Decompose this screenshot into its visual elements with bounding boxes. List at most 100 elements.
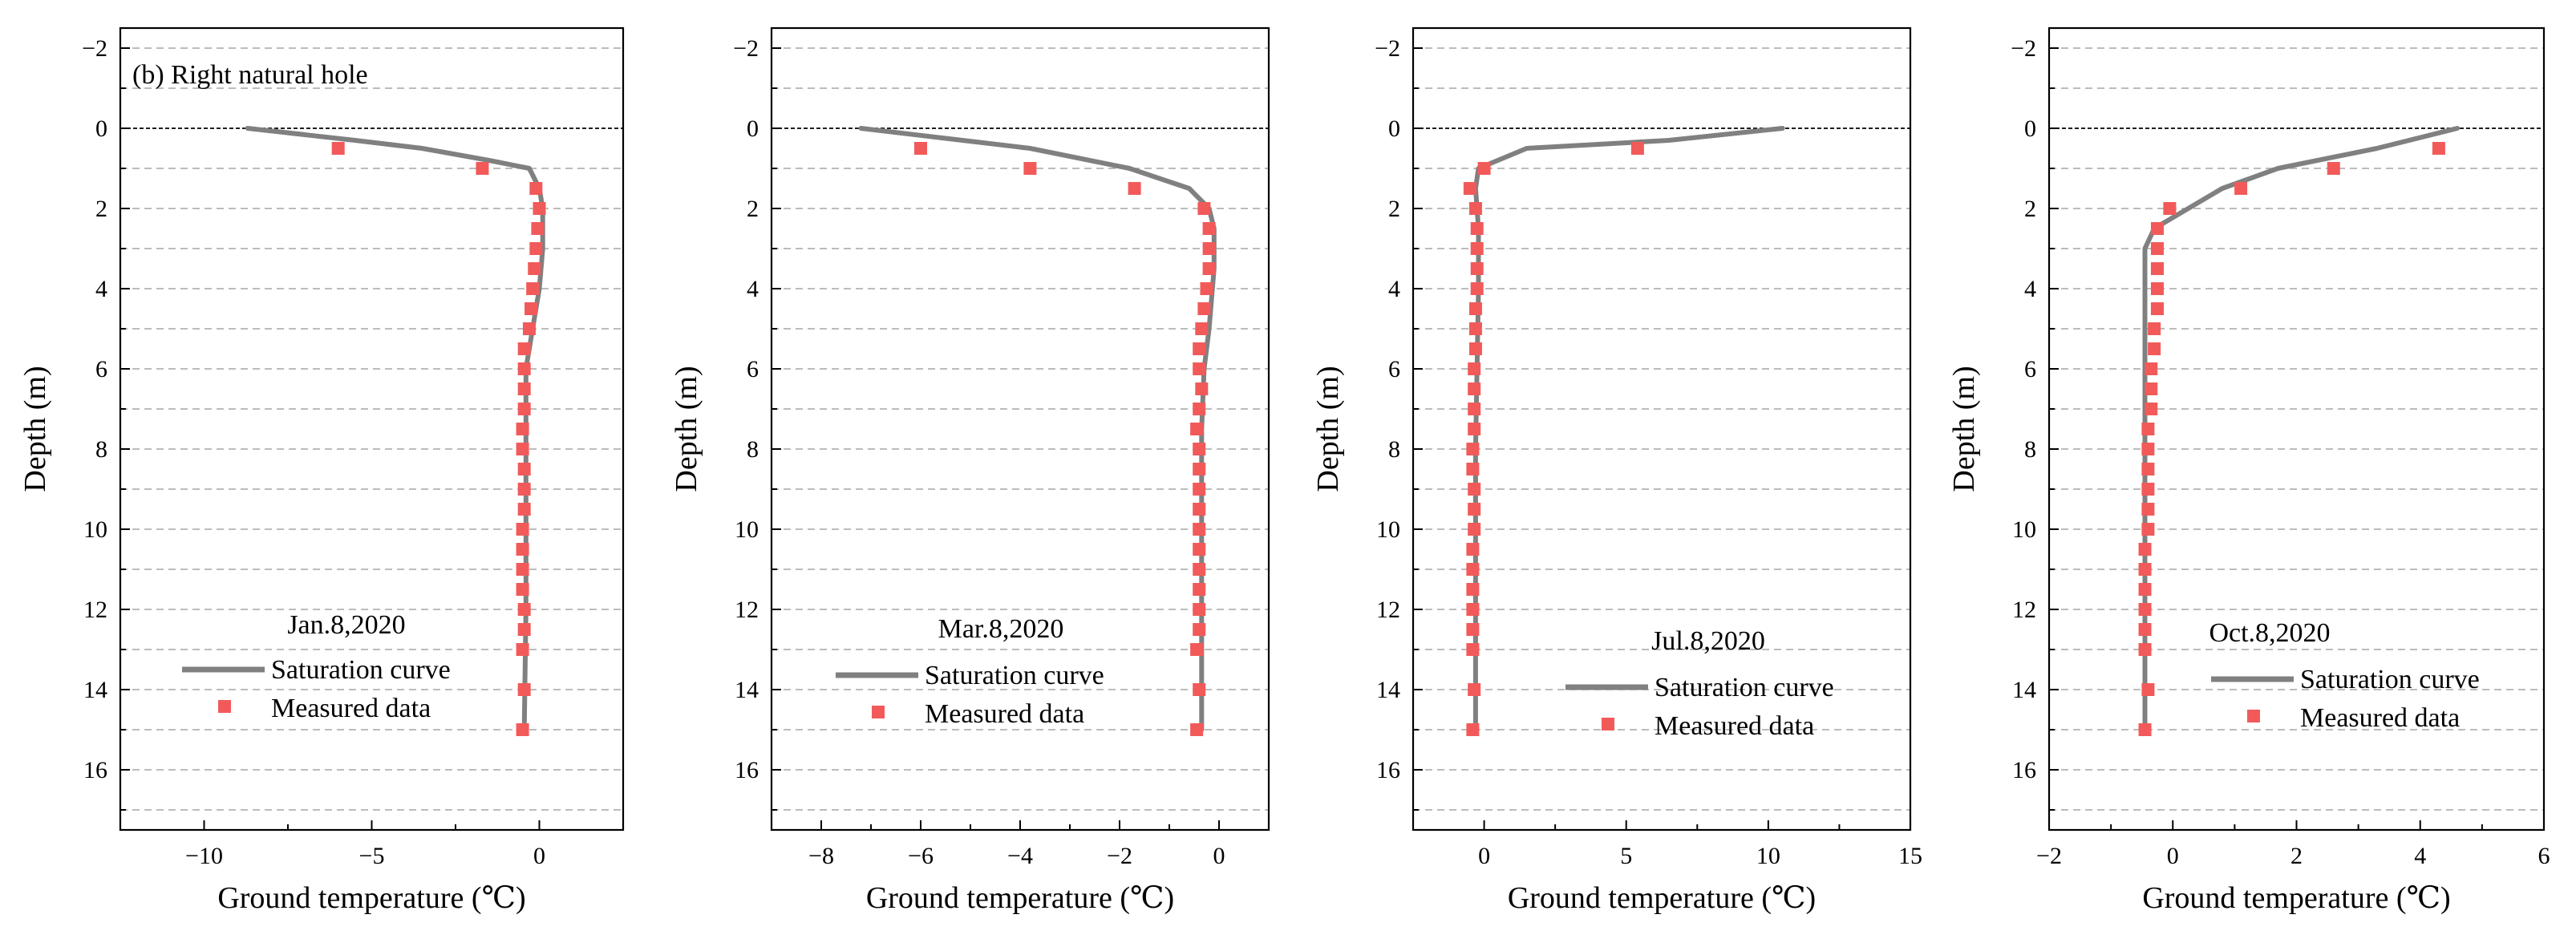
x-axis-label: Ground temperature (℃) — [866, 881, 1174, 915]
saturation-curve — [245, 126, 545, 732]
y-tick-label: 12 — [2012, 597, 2036, 623]
measured-data-point — [1128, 182, 1141, 195]
legend-curve-label: Saturation curve — [1655, 673, 1834, 702]
y-tick-label: 8 — [747, 436, 759, 463]
legend-curve-label: Saturation curve — [925, 661, 1104, 690]
measured-data-point — [1470, 242, 1484, 255]
measured-data-point — [517, 403, 531, 415]
legend-marker-label: Measured data — [2300, 703, 2460, 733]
x-tick-label: −2 — [1107, 843, 1132, 869]
measured-data-point — [1197, 302, 1211, 315]
measured-data-point — [331, 142, 345, 155]
plot-frame — [2047, 26, 2546, 832]
measured-data-point — [1466, 543, 1480, 556]
y-tick-label: 2 — [2024, 196, 2036, 222]
y-axis-label: Depth (m) — [1311, 366, 1345, 492]
measured-data-point — [517, 623, 531, 636]
legend-curve-label: Saturation curve — [271, 655, 451, 685]
measured-data-point — [1190, 643, 1204, 656]
measured-data-point — [517, 342, 531, 355]
measured-data-point — [1193, 483, 1206, 496]
chart-panel-2: −2 0 2 4 6 8 10 12 14 16 −8 −6 −4 −2 0 Ground temperatu… — [670, 26, 1270, 915]
measured-data-point — [1202, 242, 1216, 255]
chart-panel-3: −2 0 2 4 6 8 10 12 14 16 0 5 10 15 Ground temperature … — [1311, 26, 1922, 915]
y-tick-label: 8 — [95, 436, 107, 463]
measured-data-point — [1466, 563, 1480, 576]
measured-data-point — [529, 242, 543, 255]
legend-date: Jul.8,2020 — [1651, 626, 1765, 656]
y-tick-label: −2 — [733, 35, 759, 62]
measured-data-point — [1193, 342, 1206, 355]
measured-data-point — [2432, 142, 2445, 155]
measured-data-point — [1200, 282, 1213, 295]
x-axis-label: Ground temperature (℃) — [2142, 881, 2450, 915]
x-tick-label: −6 — [908, 843, 934, 869]
measured-data-point — [1468, 423, 1481, 435]
legend-marker-label: Measured data — [1655, 711, 1814, 741]
measured-data-point — [516, 643, 529, 656]
measured-data-point — [517, 503, 531, 516]
y-tick-label: 4 — [747, 276, 759, 302]
measured-data-point — [1466, 643, 1480, 656]
y-tick-label: 16 — [1376, 757, 1400, 783]
y-tick-label: 10 — [1376, 516, 1400, 543]
x-tick-label: 0 — [533, 843, 545, 869]
measured-data-point — [1193, 683, 1206, 696]
measured-data-point — [2150, 242, 2164, 255]
measured-data-point — [1468, 483, 1481, 496]
measured-data-point — [1466, 623, 1480, 636]
measured-data-point — [2141, 463, 2155, 476]
measured-data-point — [1193, 443, 1206, 455]
measured-data-point — [1468, 523, 1481, 536]
measured-data-point — [528, 262, 541, 275]
measured-data-point — [476, 162, 489, 175]
measured-data-point — [517, 362, 531, 375]
measured-data-point — [1468, 322, 1482, 335]
measured-data-point — [2141, 683, 2155, 696]
x-tick-label: 6 — [2538, 843, 2550, 869]
y-tick-label: 2 — [747, 196, 759, 222]
y-tick-label: 14 — [83, 677, 107, 703]
x-tick-label: −4 — [1007, 843, 1033, 869]
measured-data-point — [516, 543, 529, 556]
y-tick-label: −2 — [82, 35, 107, 62]
y-tick-label: 0 — [1388, 115, 1400, 142]
measured-data-point — [1193, 603, 1206, 616]
measured-data-point — [533, 202, 546, 215]
measured-data-point — [2138, 723, 2152, 736]
measured-data-point — [1193, 583, 1206, 596]
measured-data-point — [517, 463, 531, 476]
measured-data-point — [1193, 362, 1206, 375]
measured-data-point — [1463, 182, 1476, 195]
legend-marker-swatch — [2247, 710, 2260, 722]
measured-data-point — [2163, 202, 2177, 215]
measured-data-point — [2138, 643, 2152, 656]
measured-data-point — [1195, 322, 1209, 335]
measured-data-point — [2138, 603, 2152, 616]
x-tick-label: 2 — [2290, 843, 2303, 869]
measured-data-point — [1466, 583, 1480, 596]
measured-data-point — [516, 423, 529, 435]
x-tick-label: −8 — [808, 843, 834, 869]
y-tick-label: 2 — [95, 196, 107, 222]
measured-data-point — [1193, 543, 1206, 556]
measured-data-point — [516, 583, 529, 596]
x-tick-label: 4 — [2414, 843, 2426, 869]
legend-date: Mar.8,2020 — [938, 614, 1064, 644]
measured-data-point — [1468, 202, 1482, 215]
measured-data-point — [1468, 683, 1481, 696]
measured-data-point — [1470, 282, 1484, 295]
y-tick-label: 10 — [2012, 516, 2036, 543]
y-tick-label: 10 — [83, 516, 107, 543]
measured-data-point — [1197, 202, 1211, 215]
measured-data-point — [517, 603, 531, 616]
y-tick-label: 16 — [735, 757, 759, 783]
y-tick-label: 14 — [735, 677, 759, 703]
measured-data-point — [1023, 162, 1037, 175]
y-axis-label: Depth (m) — [18, 366, 52, 492]
x-tick-label: 0 — [2167, 843, 2179, 869]
measured-data-point — [531, 222, 545, 235]
y-tick-label: 8 — [1388, 436, 1400, 463]
measured-data-point — [516, 443, 529, 455]
legend-marker-label: Measured data — [271, 694, 431, 723]
